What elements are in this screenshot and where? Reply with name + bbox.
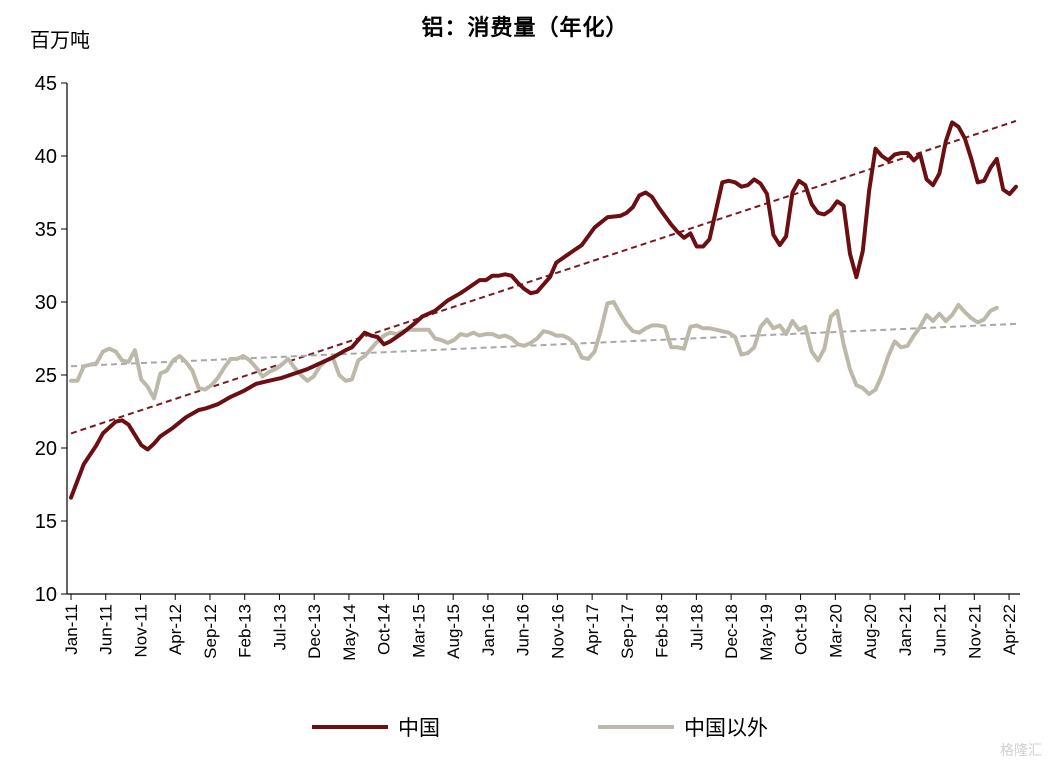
- y-axis-unit-label: 百万吨: [30, 28, 90, 52]
- watermark: 格隆汇: [1000, 743, 1042, 759]
- x-tick-label: Jun-21: [931, 604, 950, 656]
- y-tick-labels: 10 15 20 25 30 35 40 45: [35, 73, 57, 606]
- x-tick-label: Aug-15: [444, 604, 463, 659]
- x-tick-labels: Jan-11 Jun-11 Nov-11 Apr-12 Sep-12 Feb-13 Jul-…: [62, 604, 1019, 661]
- x-tick-label: Jun-16: [514, 604, 533, 656]
- legend: 中国 中国以外: [312, 716, 768, 740]
- y-tick-label: 40: [35, 146, 57, 168]
- x-tick-label: Dec-13: [305, 604, 324, 659]
- trend-line-china: [70, 120, 1017, 435]
- x-tick-label: May-19: [757, 604, 776, 661]
- axes: [61, 82, 1020, 600]
- x-tick-label: Feb-18: [653, 604, 672, 658]
- x-tick-label: Jan-16: [479, 604, 498, 656]
- x-tick-label: Jun-11: [97, 604, 116, 655]
- series-line-china: [69, 120, 1018, 500]
- x-tick-label: Mar-20: [826, 604, 845, 658]
- trend-lines: [70, 120, 1017, 435]
- y-tick-label: 15: [35, 511, 57, 533]
- x-tick-label: Sep-12: [201, 604, 220, 659]
- y-tick-label: 20: [35, 438, 57, 460]
- x-tick-label: Nov-16: [548, 604, 567, 659]
- x-tick-label: Oct-14: [375, 604, 394, 655]
- x-tick-label: Dec-18: [722, 604, 741, 659]
- series-lines: [69, 120, 1018, 500]
- y-tick-label: 35: [35, 219, 57, 241]
- x-tick-label: Jul-13: [270, 604, 289, 650]
- chart-title: 铝：消费量（年化）: [421, 16, 629, 41]
- series-line-ex-china: [69, 300, 999, 401]
- x-tick-label: Apr-12: [166, 604, 185, 655]
- x-tick-label: Jan-21: [896, 604, 915, 656]
- trend-line-ex-china: [70, 322, 1017, 368]
- x-tick-label: Oct-19: [792, 604, 811, 655]
- x-tick-label: Jul-18: [687, 604, 706, 650]
- x-tick-label: Feb-13: [236, 604, 255, 658]
- y-tick-label: 25: [35, 365, 57, 387]
- x-tick-label: Apr-17: [583, 604, 602, 655]
- x-tick-label: Mar-15: [409, 604, 428, 658]
- x-tick-label: Jan-11: [62, 604, 81, 655]
- y-tick-label: 10: [35, 584, 57, 606]
- x-tick-label: May-14: [340, 604, 359, 661]
- x-tick-label: Nov-11: [131, 604, 150, 658]
- x-tick-label: Nov-21: [965, 604, 984, 659]
- legend-label-ex-china: 中国以外: [684, 716, 768, 740]
- legend-label-china: 中国: [398, 716, 440, 740]
- y-tick-label: 30: [35, 292, 57, 314]
- x-tick-label: Apr-22: [1000, 604, 1019, 655]
- y-tick-label: 45: [35, 73, 57, 95]
- x-tick-label: Sep-17: [618, 604, 637, 659]
- x-tick-label: Aug-20: [861, 604, 880, 659]
